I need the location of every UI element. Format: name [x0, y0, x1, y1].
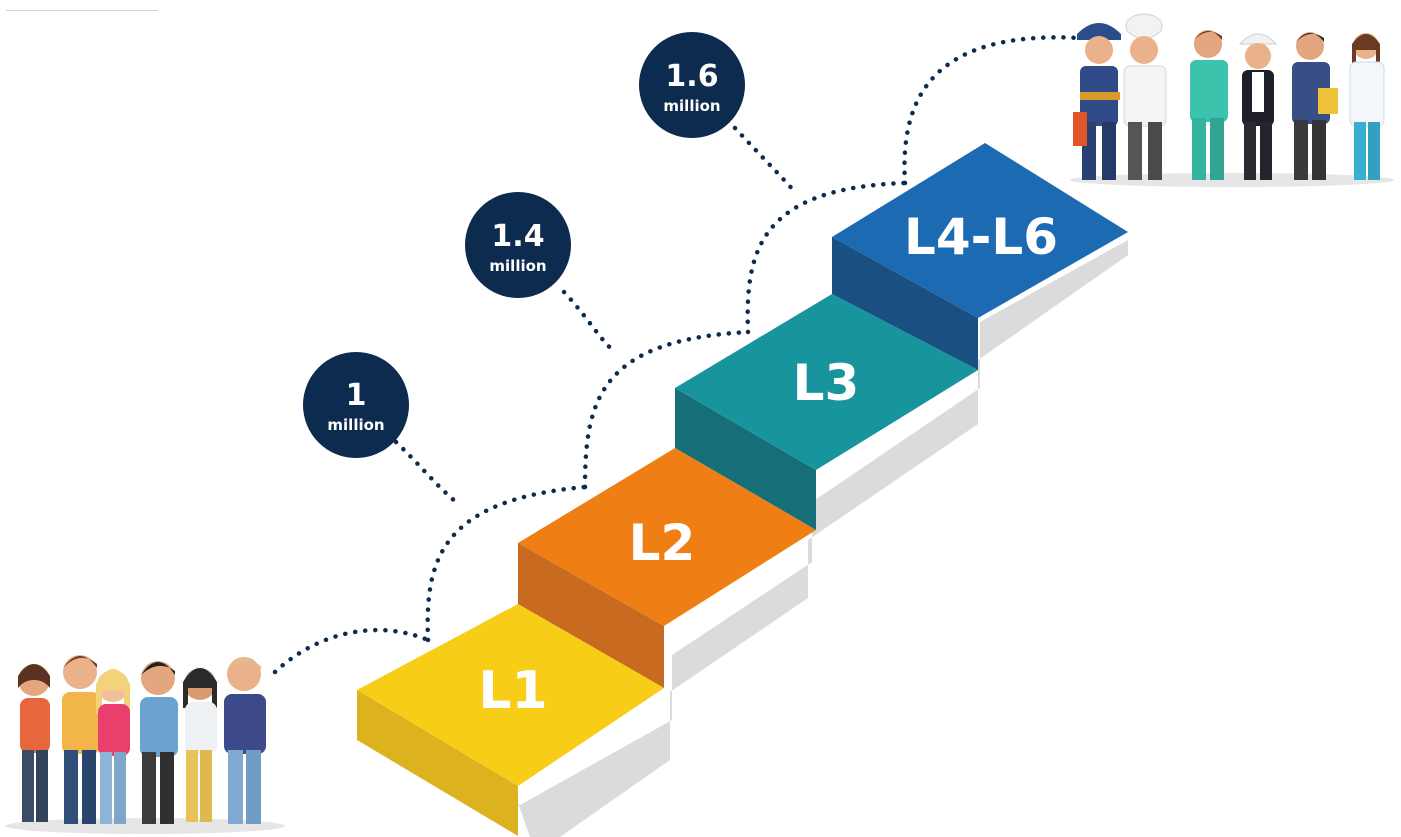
bubble-1-6-million: 1.6 million — [639, 32, 745, 138]
connector-l4-to-end — [902, 35, 1083, 186]
worker-icon — [1292, 32, 1338, 180]
step-l3-top — [675, 294, 978, 470]
person-icon — [62, 655, 100, 824]
bubble-unit: million — [327, 416, 384, 434]
bubble-1-4-million: 1.4 million — [465, 192, 571, 298]
step-label-l3: L3 — [793, 354, 860, 412]
connector-l2-to-l3 — [582, 329, 751, 490]
connector-l3-to-l4 — [745, 180, 908, 335]
bubble-value: 1.6 — [665, 59, 718, 94]
worker-icon — [1123, 13, 1167, 180]
step-l2-top — [518, 448, 816, 626]
dotted-connectors — [272, 35, 1083, 675]
connector-bubble16-to-l3l4 — [732, 125, 798, 195]
person-icon — [96, 669, 130, 824]
connector-bubble1-to-l1l2 — [393, 439, 463, 508]
young-people-group-illustration — [5, 655, 285, 834]
step-label-l4-l6: L4-L6 — [904, 208, 1058, 266]
bubble-value: 1.4 — [491, 219, 544, 254]
worker-icon — [1190, 30, 1228, 180]
worker-icon — [1073, 23, 1121, 180]
step-l2-front — [518, 543, 664, 688]
bubble-value: 1 — [346, 378, 367, 413]
bubble-unit: million — [663, 97, 720, 115]
person-icon — [224, 657, 266, 824]
step-l1-front — [357, 690, 518, 836]
step-l1-top — [357, 604, 664, 786]
person-icon — [140, 661, 178, 824]
person-icon — [18, 664, 50, 822]
worker-icon — [1349, 33, 1385, 180]
bubble-unit: million — [489, 257, 546, 275]
workers-group-illustration — [1070, 13, 1394, 187]
worker-icon — [1238, 33, 1278, 180]
step-l3-front — [675, 388, 816, 530]
step-label-l1: L1 — [478, 661, 547, 721]
connector-l1-to-l2 — [425, 484, 588, 643]
bubble-1-million: 1 million — [303, 352, 409, 458]
divider-line — [6, 10, 158, 11]
person-icon — [183, 668, 217, 822]
step-label-l2: L2 — [629, 514, 696, 572]
step-l4-l6-top — [832, 143, 1128, 318]
connector-bubble14-to-l2l3 — [561, 289, 618, 355]
step-l4-l6-front — [832, 237, 978, 370]
connector-start-to-l1 — [272, 627, 431, 675]
stair-shadow — [518, 240, 1128, 837]
